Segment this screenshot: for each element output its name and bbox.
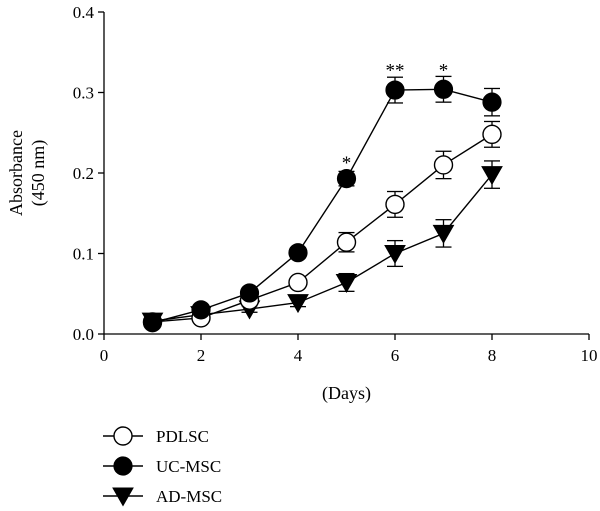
data-point-uc-msc: [288, 243, 308, 263]
series-layer: [141, 75, 503, 333]
series-line-ad-msc: [152, 174, 493, 322]
y-tick-label: 0.2: [73, 164, 94, 183]
legend-marker-ad-msc: [112, 487, 134, 507]
legend: PDLSC UC-MSC AD-MSC: [103, 426, 222, 507]
data-point-uc-msc: [482, 92, 502, 112]
x-axis-title: (Days): [322, 383, 371, 404]
legend-label: PDLSC: [156, 427, 209, 446]
legend-marker-uc-msc: [113, 456, 133, 476]
data-point-ad-msc: [481, 166, 503, 186]
data-point-uc-msc: [336, 169, 357, 189]
x-tick-label: 6: [391, 346, 400, 365]
series-uc-msc: [142, 75, 502, 333]
y-tick-label: 0.3: [73, 84, 94, 103]
data-point-pdlsc: [336, 232, 357, 252]
y-axis-title-line2: (450 nm): [28, 140, 49, 207]
data-point-ad-msc: [432, 224, 455, 244]
legend-item-pdlsc: PDLSC: [103, 426, 209, 446]
legend-item-ad-msc: AD-MSC: [103, 487, 222, 507]
significance-marker: **: [386, 60, 405, 81]
significance-marker: *: [439, 60, 449, 81]
data-point-uc-msc: [191, 300, 211, 320]
y-tick-label: 0.0: [73, 325, 94, 344]
data-point-uc-msc: [433, 79, 454, 99]
y-axis-title-line1: Absorbance: [6, 130, 26, 216]
y-tick-label: 0.1: [73, 245, 94, 264]
data-point-ad-msc: [384, 245, 406, 265]
legend-marker-pdlsc: [113, 426, 133, 446]
data-point-pdlsc: [385, 194, 405, 215]
axes: 0.0 0.1 0.2 0.3 0.4 0 2 4 6 8 10 (Days) Absorbance (4…: [6, 3, 598, 404]
data-point-uc-msc: [385, 80, 405, 100]
data-point-pdlsc: [482, 124, 502, 145]
data-point-pdlsc: [288, 272, 308, 293]
x-tick-label: 0: [100, 346, 109, 365]
x-tick-label: 2: [197, 346, 206, 365]
significance-marker: *: [342, 153, 352, 174]
legend-label: UC-MSC: [156, 457, 221, 476]
legend-item-uc-msc: UC-MSC: [103, 456, 221, 476]
data-point-ad-msc: [335, 273, 358, 293]
data-point-ad-msc: [287, 294, 309, 314]
legend-label: AD-MSC: [156, 487, 222, 506]
data-point-pdlsc: [433, 155, 454, 175]
x-tick-label: 10: [581, 346, 598, 365]
x-tick-label: 4: [294, 346, 303, 365]
x-tick-label: 8: [488, 346, 497, 365]
data-point-uc-msc: [142, 313, 163, 333]
series-line-uc-msc: [152, 88, 493, 324]
annotation-layer: *** *: [342, 60, 449, 174]
data-point-uc-msc: [239, 283, 260, 303]
y-tick-label: 0.4: [73, 3, 95, 22]
